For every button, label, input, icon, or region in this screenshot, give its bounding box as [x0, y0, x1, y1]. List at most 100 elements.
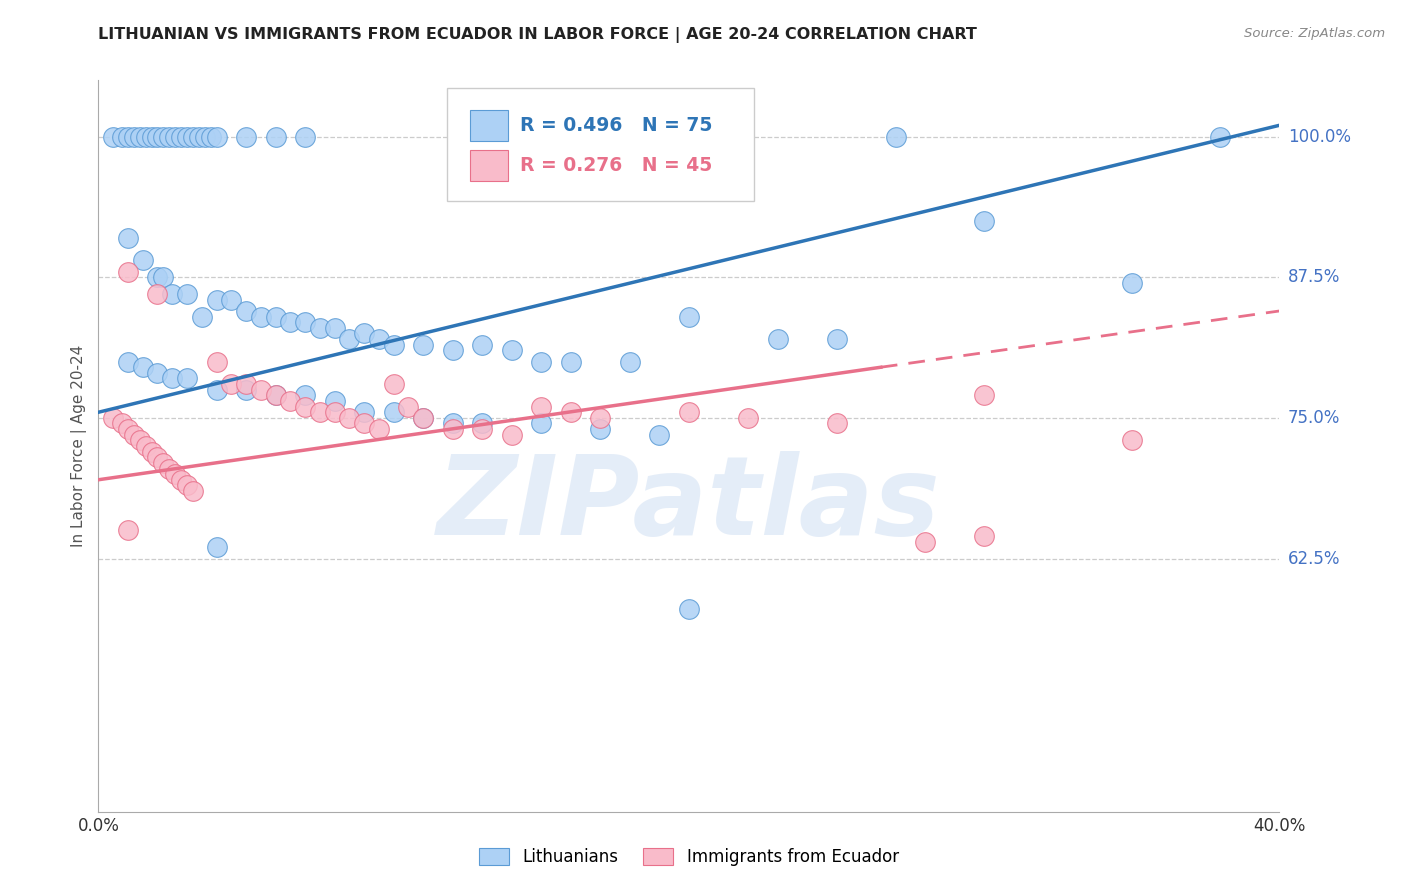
Point — [264, 388, 287, 402]
Point — [250, 383, 273, 397]
Point — [530, 354, 553, 368]
Point — [122, 427, 145, 442]
Point — [973, 529, 995, 543]
Legend: Lithuanians, Immigrants from Ecuador: Lithuanians, Immigrants from Ecuador — [472, 841, 905, 873]
Point — [353, 405, 375, 419]
Point — [825, 332, 848, 346]
Point — [884, 129, 907, 144]
Point — [103, 410, 125, 425]
Point — [441, 422, 464, 436]
Text: Source: ZipAtlas.com: Source: ZipAtlas.com — [1244, 27, 1385, 40]
Point — [219, 377, 242, 392]
Point — [530, 417, 553, 431]
Text: 100.0%: 100.0% — [1288, 128, 1351, 145]
Point — [235, 129, 257, 144]
Point — [353, 417, 375, 431]
Point — [382, 337, 405, 351]
Point — [619, 354, 641, 368]
Point — [337, 410, 360, 425]
Point — [141, 444, 163, 458]
Point — [132, 253, 155, 268]
Point — [471, 337, 494, 351]
Point — [157, 129, 180, 144]
Point — [766, 332, 789, 346]
Point — [146, 270, 169, 285]
Point — [176, 129, 198, 144]
Point — [103, 129, 125, 144]
Point — [382, 377, 405, 392]
Point — [111, 129, 134, 144]
Point — [235, 383, 257, 397]
Point — [368, 422, 391, 436]
Point — [205, 293, 228, 307]
Text: R = 0.496   N = 75: R = 0.496 N = 75 — [520, 116, 713, 136]
Point — [412, 410, 434, 425]
Point — [235, 377, 257, 392]
Point — [914, 534, 936, 549]
Point — [117, 422, 139, 436]
Point — [323, 405, 346, 419]
Point — [176, 371, 198, 385]
Point — [323, 394, 346, 409]
Text: 75.0%: 75.0% — [1288, 409, 1340, 427]
Point — [501, 343, 523, 358]
Point — [501, 427, 523, 442]
Point — [250, 310, 273, 324]
Point — [152, 456, 174, 470]
Point — [264, 129, 287, 144]
Point — [294, 129, 316, 144]
Point — [117, 354, 139, 368]
Point — [146, 129, 169, 144]
Point — [128, 434, 150, 448]
Point — [294, 388, 316, 402]
Point — [678, 405, 700, 419]
Y-axis label: In Labor Force | Age 20-24: In Labor Force | Age 20-24 — [72, 345, 87, 547]
Point — [146, 366, 169, 380]
Point — [648, 427, 671, 442]
Point — [235, 304, 257, 318]
Point — [294, 400, 316, 414]
Point — [678, 310, 700, 324]
Point — [589, 422, 612, 436]
Point — [560, 354, 582, 368]
Text: R = 0.276   N = 45: R = 0.276 N = 45 — [520, 156, 713, 175]
Point — [382, 405, 405, 419]
Point — [825, 417, 848, 431]
Text: 87.5%: 87.5% — [1288, 268, 1340, 286]
Point — [176, 478, 198, 492]
Point — [323, 321, 346, 335]
Point — [353, 326, 375, 341]
Point — [135, 439, 157, 453]
Point — [278, 394, 302, 409]
Point — [165, 129, 187, 144]
Point — [396, 400, 419, 414]
Point — [1209, 129, 1232, 144]
Point — [111, 417, 134, 431]
FancyBboxPatch shape — [447, 87, 754, 201]
Point — [973, 388, 995, 402]
Point — [205, 383, 228, 397]
FancyBboxPatch shape — [471, 150, 508, 181]
Point — [294, 315, 316, 329]
Point — [132, 360, 155, 375]
Point — [441, 417, 464, 431]
Point — [135, 129, 157, 144]
Point — [117, 129, 139, 144]
Point — [187, 129, 209, 144]
Point — [152, 270, 174, 285]
Point — [181, 129, 204, 144]
Point — [152, 129, 174, 144]
Point — [205, 129, 228, 144]
Point — [973, 214, 995, 228]
Point — [141, 129, 163, 144]
Point — [441, 343, 464, 358]
Point — [1121, 434, 1143, 448]
Point — [309, 405, 332, 419]
Point — [200, 129, 222, 144]
Point — [205, 354, 228, 368]
Text: 62.5%: 62.5% — [1288, 549, 1340, 567]
Point — [194, 129, 217, 144]
Point — [412, 337, 434, 351]
Point — [1121, 276, 1143, 290]
Point — [191, 310, 214, 324]
